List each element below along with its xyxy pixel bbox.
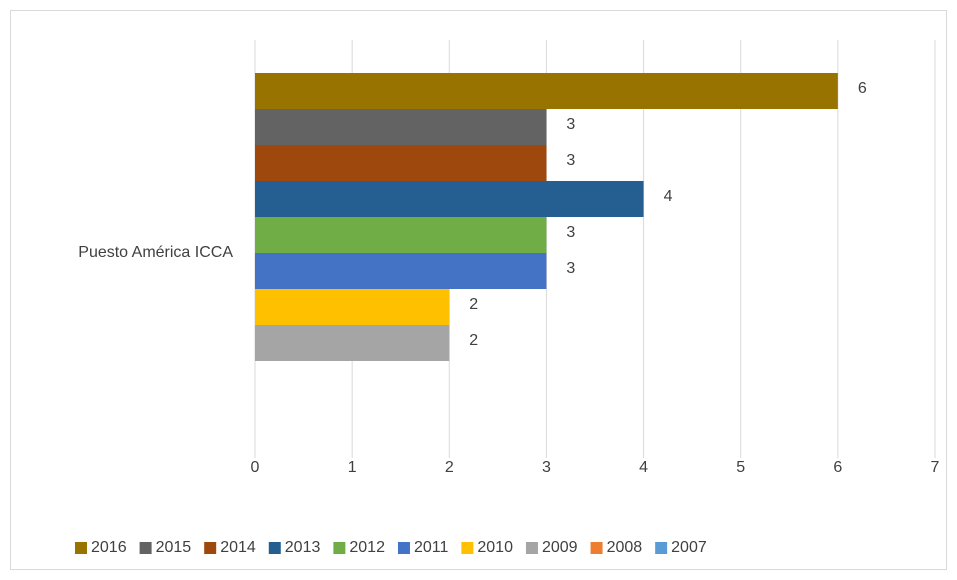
x-tick-label: 5 [736, 459, 745, 476]
data-label: 3 [566, 260, 575, 277]
legend-label: 2016 [91, 539, 127, 556]
legend-label: 2015 [156, 539, 192, 556]
legend-swatch [139, 542, 152, 554]
legend-swatch [268, 542, 281, 554]
bar [255, 217, 547, 253]
legend-label: 2012 [349, 539, 385, 556]
y-tick-label: Puesto América ICCA [78, 244, 233, 261]
legend-label: 2009 [542, 539, 578, 556]
x-tick-label: 7 [931, 459, 940, 476]
bar [255, 145, 547, 181]
bar [255, 109, 547, 145]
legend-swatch [590, 542, 603, 554]
legend-label: 2010 [477, 539, 513, 556]
legend-label: 2008 [607, 539, 643, 556]
x-tick-label: 4 [639, 459, 648, 476]
data-label: 3 [566, 224, 575, 241]
x-tick-label: 1 [348, 459, 357, 476]
x-tick-label: 3 [542, 459, 551, 476]
legend-label: 2007 [671, 539, 707, 556]
legend-label: 2013 [285, 539, 321, 556]
bar [255, 289, 450, 325]
data-label: 3 [566, 116, 575, 133]
x-tick-label: 6 [833, 459, 842, 476]
bar [255, 73, 838, 109]
legend-label: 2011 [414, 539, 449, 556]
bar [255, 325, 450, 361]
legend-swatch [204, 542, 217, 554]
legend-swatch [655, 542, 668, 554]
data-label: 3 [566, 152, 575, 169]
bar [255, 253, 547, 289]
legend-swatch [397, 542, 410, 554]
legend-swatch [75, 542, 87, 554]
x-tick-label: 0 [251, 459, 260, 476]
data-label: 2 [469, 296, 478, 313]
data-label: 6 [858, 80, 867, 97]
legend-swatch [525, 542, 538, 554]
bar [255, 181, 644, 217]
data-label: 4 [664, 188, 673, 205]
data-label: 2 [469, 332, 478, 349]
legend-label: 2014 [220, 539, 256, 556]
legend-swatch [333, 542, 346, 554]
x-tick-label: 2 [445, 459, 454, 476]
legend-swatch [461, 542, 474, 554]
